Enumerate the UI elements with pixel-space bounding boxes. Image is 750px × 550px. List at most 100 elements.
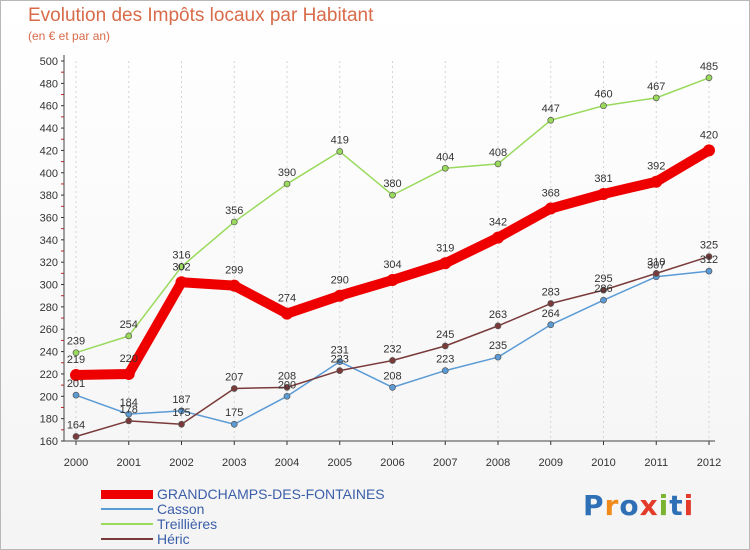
y-tick-label: 220 xyxy=(40,369,58,381)
data-label: 184 xyxy=(120,397,138,409)
data-label: 208 xyxy=(278,370,296,382)
series-layer xyxy=(70,74,715,440)
logo-letter: o xyxy=(619,489,640,522)
y-tick-label: 440 xyxy=(40,123,58,135)
data-point xyxy=(336,358,344,365)
data-point xyxy=(652,270,660,277)
x-tick-label: 2011 xyxy=(644,457,668,469)
data-label: 286 xyxy=(594,283,612,295)
y-tick-label: 400 xyxy=(40,168,58,180)
x-tick-label: 2004 xyxy=(275,457,299,469)
data-label: 223 xyxy=(331,354,349,366)
data-label: 304 xyxy=(383,259,401,271)
data-label: 447 xyxy=(542,103,560,115)
y-tick-label: 160 xyxy=(40,436,58,448)
data-label: 245 xyxy=(436,329,454,341)
data-point xyxy=(652,94,660,102)
data-label: 485 xyxy=(700,61,718,73)
data-label: 295 xyxy=(594,273,612,285)
data-point xyxy=(125,417,133,425)
legend-label: Casson xyxy=(157,501,205,517)
x-tick-label: 2001 xyxy=(117,457,141,469)
logo-letter: P xyxy=(583,489,605,522)
y-tick-label: 480 xyxy=(40,78,58,90)
y-tick-label: 380 xyxy=(40,190,58,202)
x-tick-label: 2002 xyxy=(169,457,193,469)
y-tick-label: 340 xyxy=(40,235,58,247)
y-tick-label: 280 xyxy=(40,302,58,314)
data-point xyxy=(228,279,241,292)
data-point xyxy=(547,300,555,307)
data-point xyxy=(336,367,344,374)
data-label: 460 xyxy=(594,89,612,101)
data-label: 392 xyxy=(647,161,665,173)
data-label: 319 xyxy=(436,242,454,254)
logo-letter: x xyxy=(639,489,659,522)
data-label: 316 xyxy=(172,250,190,262)
data-label: 263 xyxy=(489,309,507,321)
chart-title: Evolution des Impôts locaux par Habitant xyxy=(28,5,374,26)
data-point xyxy=(439,257,452,270)
data-point xyxy=(178,407,185,415)
data-label: 232 xyxy=(383,344,401,356)
legend-label: Héric xyxy=(157,531,190,547)
data-label: 235 xyxy=(489,340,507,352)
data-label: 178 xyxy=(120,404,138,416)
legend-item: Treillières xyxy=(101,516,217,532)
x-tick-label: 2012 xyxy=(697,457,721,469)
data-point xyxy=(178,420,185,428)
data-label: 380 xyxy=(383,178,401,190)
data-label: 312 xyxy=(700,254,718,266)
data-point xyxy=(230,420,238,428)
data-point xyxy=(230,218,238,226)
data-point xyxy=(283,180,291,188)
chart-subtitle: (en € et par an) xyxy=(28,29,111,43)
data-label: 325 xyxy=(700,240,718,252)
data-label: 201 xyxy=(67,378,85,390)
x-tick-label: 2010 xyxy=(591,457,615,469)
legend-swatch xyxy=(101,508,153,510)
y-tick-label: 240 xyxy=(40,347,58,359)
logo-letter: i xyxy=(683,489,695,522)
data-label: 404 xyxy=(436,151,454,163)
x-tick-label: 2007 xyxy=(433,457,457,469)
legend-item: Héric xyxy=(101,531,190,547)
data-label: 390 xyxy=(278,167,296,179)
legend-item: GRANDCHAMPS-DES-FONTAINES xyxy=(101,486,385,502)
axis-layer: 2000 2001 2002 2003 2004 2005 2006 2007 2008 2009… xyxy=(40,55,721,469)
data-point xyxy=(283,392,291,400)
x-tick-label: 2009 xyxy=(539,457,563,469)
grid-layer xyxy=(75,61,710,441)
data-label: 207 xyxy=(225,371,243,383)
data-label: 299 xyxy=(225,265,243,277)
data-label: 175 xyxy=(225,407,243,419)
data-label: 231 xyxy=(331,345,349,357)
data-label: 208 xyxy=(383,370,401,382)
data-point xyxy=(333,289,346,302)
data-point xyxy=(386,274,399,287)
data-point xyxy=(441,164,449,172)
data-point xyxy=(70,369,82,382)
logo-letter: t xyxy=(669,489,684,522)
data-point xyxy=(544,202,557,215)
data-point xyxy=(600,296,607,304)
legend-item: Casson xyxy=(101,501,204,517)
y-tick-label: 360 xyxy=(40,212,58,224)
x-tick-label: 2008 xyxy=(486,457,510,469)
data-point xyxy=(72,433,80,440)
data-label: 223 xyxy=(436,354,454,366)
data-label: 254 xyxy=(120,319,138,331)
legend-label: GRANDCHAMPS-DES-FONTAINES xyxy=(157,486,385,502)
data-point xyxy=(494,353,502,361)
data-label: 302 xyxy=(172,261,190,273)
data-label: 219 xyxy=(67,354,85,366)
logo-letter: r xyxy=(604,489,620,522)
data-label: 467 xyxy=(647,81,665,93)
data-label: 187 xyxy=(172,394,190,406)
data-label: 408 xyxy=(489,147,507,159)
data-point xyxy=(125,410,133,418)
data-label: 356 xyxy=(225,205,243,217)
data-point xyxy=(283,384,291,391)
